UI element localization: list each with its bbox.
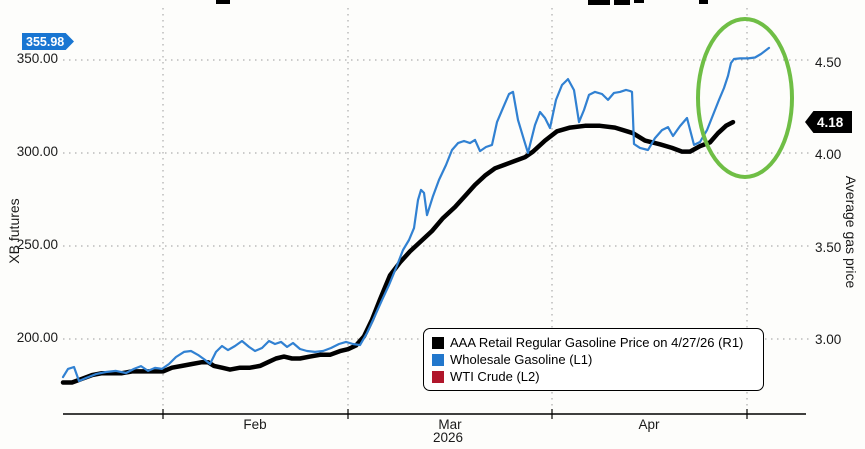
x-tick-month: Apr — [638, 417, 660, 432]
x-tick-month: Feb — [243, 417, 267, 432]
left-axis-title: XB futures — [6, 198, 22, 264]
y-tick-left: 300.00 — [16, 144, 58, 159]
x-tick-month: Mar — [438, 417, 462, 432]
legend-item-0[interactable]: AAA Retail Regular Gasoline Price on 4/2… — [432, 334, 755, 351]
cropped-title-fragment — [634, 0, 644, 3]
y-tick-right: 4.00 — [815, 147, 842, 163]
retail-last-value-badge: 4.18 — [805, 111, 852, 133]
x-axis-year-label: 2026 — [432, 430, 464, 445]
series-line-1 — [61, 46, 771, 383]
legend-swatch-icon — [432, 353, 444, 366]
y-tick-left: 200.00 — [16, 330, 58, 345]
cropped-title-fragment — [588, 0, 610, 5]
y-tick-right: 4.50 — [815, 55, 842, 70]
cropped-title-fragment — [614, 0, 630, 5]
cropped-title-fragment — [216, 0, 230, 4]
chart-legend: AAA Retail Regular Gasoline Price on 4/2… — [423, 328, 764, 391]
cropped-title-fragment — [699, 0, 708, 4]
legend-swatch-icon — [432, 370, 444, 383]
y-tick-left: 250.00 — [16, 237, 58, 252]
wholesale-last-value-badge: 355.98 — [22, 33, 74, 50]
right-axis-title: Average gas price — [843, 175, 859, 289]
y-tick-right: 3.00 — [815, 332, 842, 347]
legend-item-2[interactable]: WTI Crude (L2) — [432, 368, 755, 385]
legend-label: WTI Crude (L2) — [450, 369, 540, 384]
series-line-0 — [60, 119, 736, 385]
legend-item-1[interactable]: Wholesale Gasoline (L1) — [432, 351, 755, 368]
y-tick-left: 350.00 — [16, 51, 58, 66]
legend-label: AAA Retail Regular Gasoline Price on 4/2… — [450, 335, 744, 350]
annotation-ellipse — [696, 17, 794, 179]
legend-swatch-icon — [432, 336, 444, 349]
legend-label: Wholesale Gasoline (L1) — [450, 352, 593, 367]
y-tick-right: 3.50 — [815, 239, 842, 255]
